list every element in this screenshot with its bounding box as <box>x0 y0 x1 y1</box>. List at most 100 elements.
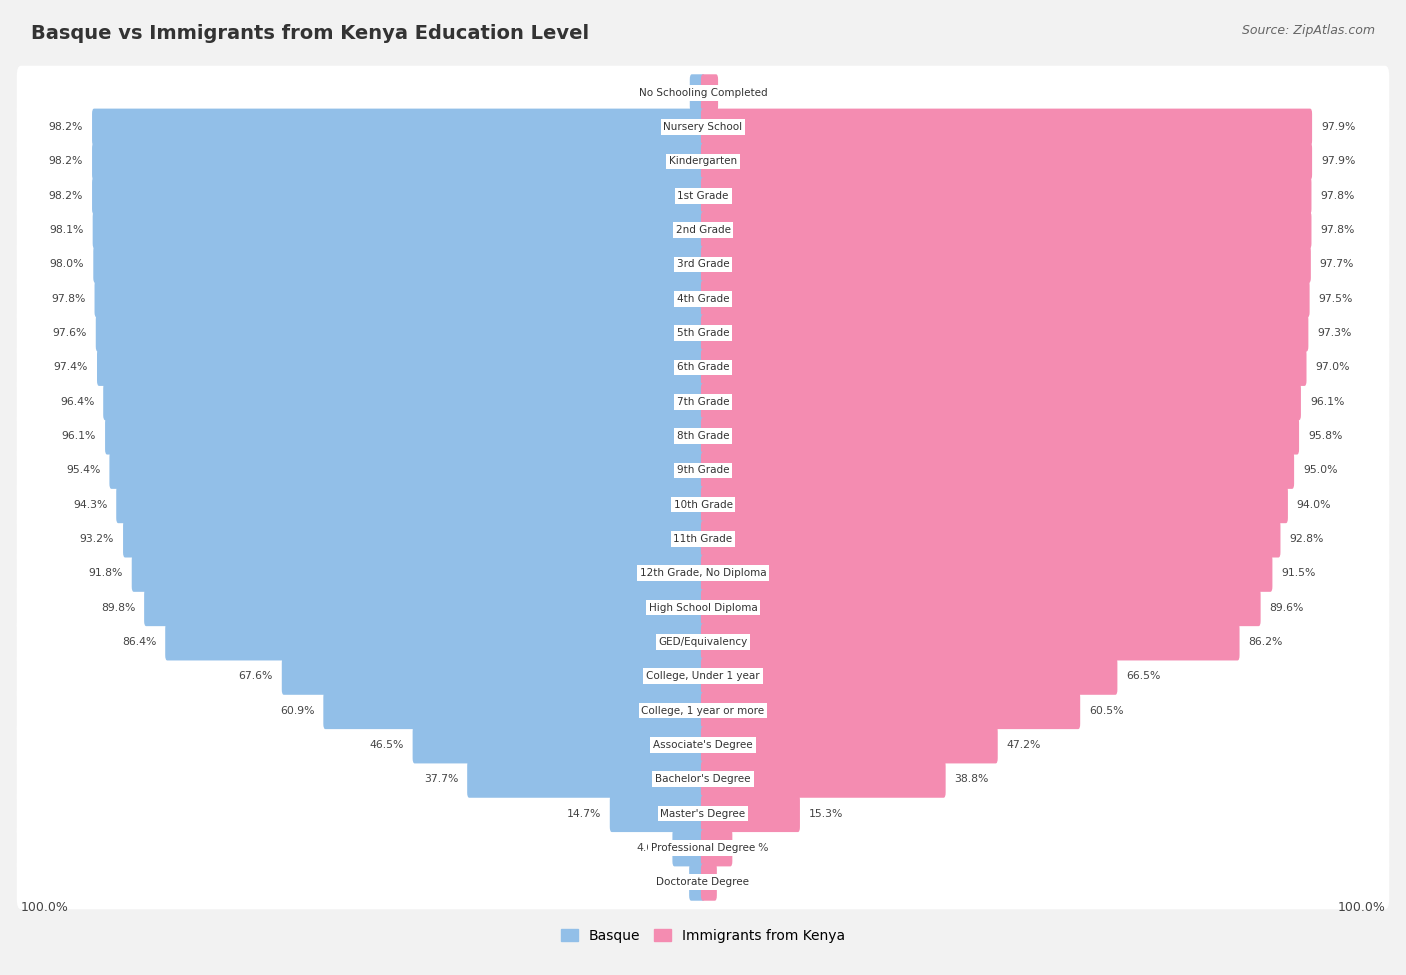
Text: Source: ZipAtlas.com: Source: ZipAtlas.com <box>1241 24 1375 37</box>
Text: Professional Degree: Professional Degree <box>651 842 755 853</box>
Text: 97.8%: 97.8% <box>51 293 86 304</box>
FancyBboxPatch shape <box>702 177 1312 214</box>
FancyBboxPatch shape <box>689 864 704 901</box>
FancyBboxPatch shape <box>17 546 1389 601</box>
FancyBboxPatch shape <box>702 726 998 763</box>
Text: 86.4%: 86.4% <box>122 637 156 647</box>
FancyBboxPatch shape <box>702 349 1306 386</box>
FancyBboxPatch shape <box>17 306 1389 360</box>
Text: No Schooling Completed: No Schooling Completed <box>638 88 768 98</box>
FancyBboxPatch shape <box>702 830 733 867</box>
FancyBboxPatch shape <box>132 555 704 592</box>
FancyBboxPatch shape <box>702 658 1118 695</box>
Text: 98.0%: 98.0% <box>49 259 84 269</box>
Text: Nursery School: Nursery School <box>664 122 742 133</box>
Text: 92.8%: 92.8% <box>1289 534 1324 544</box>
FancyBboxPatch shape <box>702 451 1294 488</box>
FancyBboxPatch shape <box>702 108 1312 145</box>
FancyBboxPatch shape <box>702 487 1288 524</box>
Text: 94.3%: 94.3% <box>73 499 107 510</box>
FancyBboxPatch shape <box>17 272 1389 326</box>
FancyBboxPatch shape <box>702 212 1312 249</box>
Text: GED/Equivalency: GED/Equivalency <box>658 637 748 647</box>
Text: 9th Grade: 9th Grade <box>676 465 730 476</box>
FancyBboxPatch shape <box>124 521 704 558</box>
Text: 60.5%: 60.5% <box>1090 706 1123 716</box>
FancyBboxPatch shape <box>17 237 1389 292</box>
Text: 100.0%: 100.0% <box>1337 902 1385 915</box>
Text: 7th Grade: 7th Grade <box>676 397 730 407</box>
FancyBboxPatch shape <box>702 383 1301 420</box>
Text: 4th Grade: 4th Grade <box>676 293 730 304</box>
FancyBboxPatch shape <box>17 478 1389 531</box>
Text: 96.1%: 96.1% <box>1310 397 1344 407</box>
Text: 96.1%: 96.1% <box>62 431 96 441</box>
Text: Bachelor's Degree: Bachelor's Degree <box>655 774 751 784</box>
FancyBboxPatch shape <box>91 143 704 180</box>
FancyBboxPatch shape <box>17 135 1389 188</box>
Text: Master's Degree: Master's Degree <box>661 808 745 819</box>
FancyBboxPatch shape <box>610 795 704 832</box>
Text: 97.8%: 97.8% <box>1320 225 1355 235</box>
Text: 93.2%: 93.2% <box>80 534 114 544</box>
Text: Kindergarten: Kindergarten <box>669 156 737 167</box>
FancyBboxPatch shape <box>166 623 704 660</box>
Text: 37.7%: 37.7% <box>423 774 458 784</box>
FancyBboxPatch shape <box>93 212 704 249</box>
FancyBboxPatch shape <box>323 692 704 729</box>
FancyBboxPatch shape <box>17 65 1389 120</box>
Text: 66.5%: 66.5% <box>1126 671 1161 682</box>
FancyBboxPatch shape <box>91 108 704 145</box>
FancyBboxPatch shape <box>17 169 1389 223</box>
FancyBboxPatch shape <box>17 752 1389 806</box>
Text: 5th Grade: 5th Grade <box>676 328 730 338</box>
FancyBboxPatch shape <box>117 487 704 524</box>
FancyBboxPatch shape <box>702 555 1272 592</box>
FancyBboxPatch shape <box>702 280 1309 317</box>
FancyBboxPatch shape <box>702 246 1310 283</box>
FancyBboxPatch shape <box>105 417 704 454</box>
Text: 96.4%: 96.4% <box>60 397 94 407</box>
Text: 98.2%: 98.2% <box>49 191 83 201</box>
FancyBboxPatch shape <box>17 100 1389 154</box>
Text: High School Diploma: High School Diploma <box>648 603 758 612</box>
Text: 95.4%: 95.4% <box>66 465 100 476</box>
FancyBboxPatch shape <box>17 787 1389 840</box>
Text: 38.8%: 38.8% <box>955 774 988 784</box>
FancyBboxPatch shape <box>94 280 704 317</box>
Text: 3rd Grade: 3rd Grade <box>676 259 730 269</box>
FancyBboxPatch shape <box>17 340 1389 395</box>
Text: 4.6%: 4.6% <box>636 842 664 853</box>
FancyBboxPatch shape <box>702 760 946 798</box>
FancyBboxPatch shape <box>672 830 704 867</box>
Text: 97.6%: 97.6% <box>52 328 87 338</box>
Text: 60.9%: 60.9% <box>280 706 315 716</box>
FancyBboxPatch shape <box>17 821 1389 875</box>
FancyBboxPatch shape <box>17 580 1389 635</box>
FancyBboxPatch shape <box>690 74 704 111</box>
Text: 46.5%: 46.5% <box>370 740 404 750</box>
Text: Doctorate Degree: Doctorate Degree <box>657 878 749 887</box>
Text: 67.6%: 67.6% <box>239 671 273 682</box>
Text: 86.2%: 86.2% <box>1249 637 1282 647</box>
Text: 14.7%: 14.7% <box>567 808 600 819</box>
Text: 11th Grade: 11th Grade <box>673 534 733 544</box>
FancyBboxPatch shape <box>91 177 704 214</box>
FancyBboxPatch shape <box>93 246 704 283</box>
FancyBboxPatch shape <box>702 315 1309 352</box>
Text: 98.2%: 98.2% <box>49 156 83 167</box>
Text: 10th Grade: 10th Grade <box>673 499 733 510</box>
Text: Associate's Degree: Associate's Degree <box>654 740 752 750</box>
FancyBboxPatch shape <box>110 451 704 488</box>
Legend: Basque, Immigrants from Kenya: Basque, Immigrants from Kenya <box>555 923 851 948</box>
FancyBboxPatch shape <box>702 143 1312 180</box>
FancyBboxPatch shape <box>702 417 1299 454</box>
FancyBboxPatch shape <box>17 718 1389 772</box>
FancyBboxPatch shape <box>412 726 704 763</box>
Text: Basque vs Immigrants from Kenya Education Level: Basque vs Immigrants from Kenya Educatio… <box>31 24 589 43</box>
FancyBboxPatch shape <box>97 349 704 386</box>
Text: 89.6%: 89.6% <box>1270 603 1303 612</box>
FancyBboxPatch shape <box>702 795 800 832</box>
Text: 2.1%: 2.1% <box>727 88 755 98</box>
Text: 1.9%: 1.9% <box>725 878 754 887</box>
